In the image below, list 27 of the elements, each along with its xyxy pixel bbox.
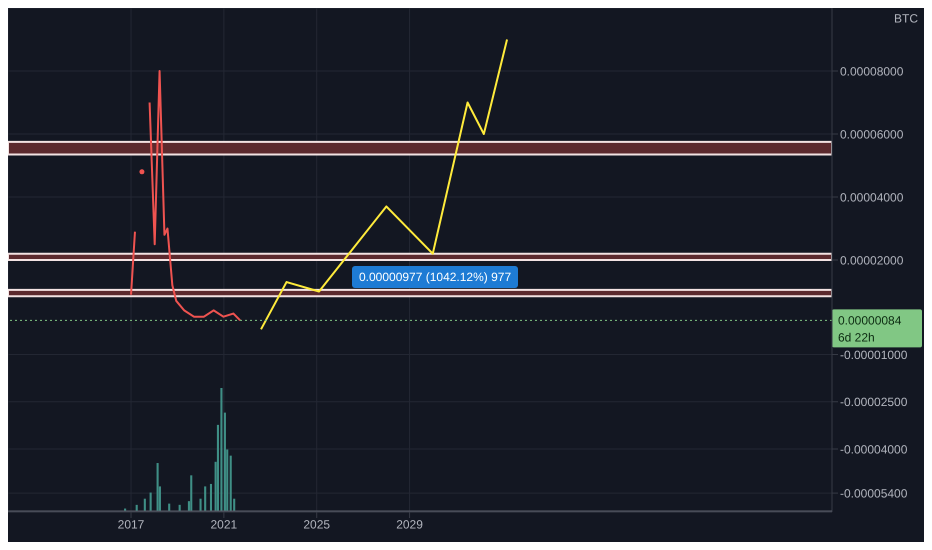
annotation: 0.00000977 (1042.12%) 977 [352, 266, 518, 288]
bar [190, 475, 192, 511]
bar [199, 498, 202, 511]
y-tick-label: 0.00006000 [840, 127, 904, 142]
y-tick-label: 0.00008000 [840, 64, 904, 78]
y-tick-label: -0.00001000 [840, 348, 908, 362]
bar [156, 463, 159, 511]
y-tick-label: -0.00005400 [840, 486, 908, 500]
x-tick-label: 2025 [303, 518, 330, 532]
bar [204, 486, 206, 511]
x-tick-label: 2017 [118, 518, 145, 532]
bar [144, 498, 146, 511]
x-tick-label: 2029 [396, 518, 424, 532]
y-axis-title: BTC [894, 12, 918, 26]
y-tick-label: -0.00004000 [840, 442, 908, 456]
ref-line-label: 0.00000084 [838, 313, 902, 328]
x-tick-label: 2021 [210, 518, 238, 532]
y-tick-label: 0.00004000 [840, 190, 904, 204]
bar [168, 504, 170, 511]
bar [210, 484, 212, 511]
bar [136, 504, 138, 511]
bar [220, 388, 222, 511]
y-tick-label: 0.00002000 [840, 253, 904, 268]
text: 6d 22h [838, 330, 875, 344]
y-tick-label: -0.00002500 [840, 395, 908, 410]
line-series [260, 38, 508, 330]
bar [150, 492, 152, 511]
